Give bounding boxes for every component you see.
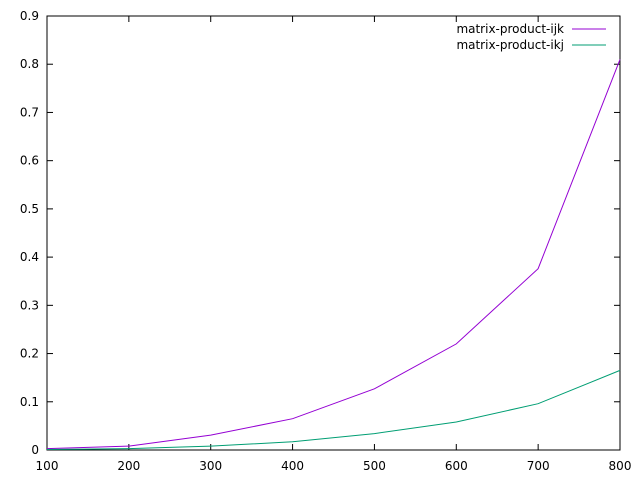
series-line-matrix-product-ijk — [46, 59, 621, 450]
y-tick-label: 0.6 — [20, 154, 39, 168]
legend-label: matrix-product-ijk — [456, 22, 564, 36]
y-tick-label: 0.9 — [20, 9, 39, 23]
series-line-matrix-product-ikj — [46, 369, 621, 450]
y-tick-label: 0.5 — [20, 202, 39, 216]
series-lines — [46, 59, 621, 450]
y-tick-label: 0 — [31, 443, 39, 457]
x-tick-label: 500 — [363, 459, 386, 473]
y-tick-label: 0.3 — [20, 298, 39, 312]
plot-frame — [46, 15, 621, 451]
x-tick-label: 300 — [199, 459, 222, 473]
x-tick-label: 700 — [527, 459, 550, 473]
x-tick-label: 600 — [445, 459, 468, 473]
x-tick-label: 100 — [36, 459, 59, 473]
y-tick-label: 0.8 — [20, 57, 39, 71]
y-tick-label: 0.4 — [20, 250, 39, 264]
y-axis-ticks: 0 0.1 0.2 0.3 0.4 0.5 0.6 0.7 0.8 0.9 — [20, 9, 620, 457]
y-tick-label: 0.2 — [20, 347, 39, 361]
legend-label: matrix-product-ikj — [456, 38, 564, 52]
x-tick-label: 400 — [281, 459, 304, 473]
y-tick-label: 0.1 — [20, 395, 39, 409]
legend: matrix-product-ijk matrix-product-ikj — [456, 22, 606, 52]
y-tick-label: 0.7 — [20, 105, 39, 119]
x-axis-ticks: 100 200 300 400 500 600 700 800 — [36, 16, 632, 473]
x-tick-label: 800 — [609, 459, 632, 473]
x-tick-label: 200 — [117, 459, 140, 473]
